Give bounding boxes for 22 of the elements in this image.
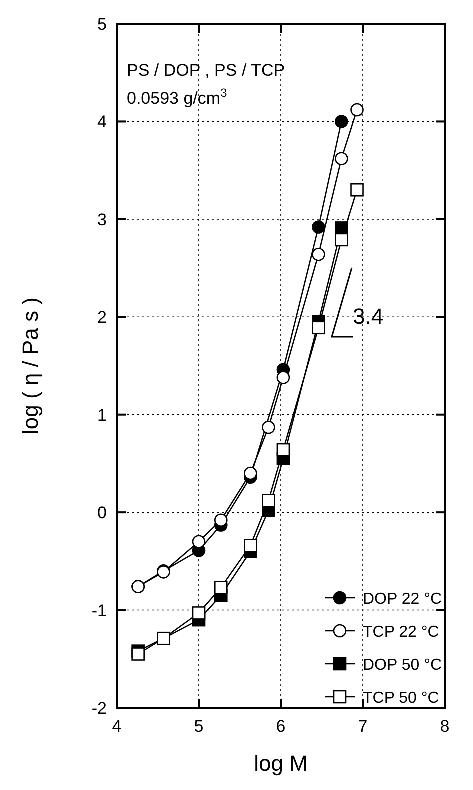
x-tick-label: 6: [276, 717, 286, 736]
x-tick-label: 5: [194, 717, 204, 736]
y-tick-label: -2: [92, 699, 107, 718]
y-tick-label: 5: [98, 15, 107, 34]
x-tick-label: 7: [358, 717, 368, 736]
y-tick-label: 3: [98, 210, 107, 230]
y-tick-label: 0: [98, 504, 107, 523]
y-tick-label: 2: [98, 308, 107, 328]
x-tick-label: 8: [440, 717, 450, 736]
y-axis-title: log ( η / Pa s ): [18, 298, 43, 434]
y-tick-label: 1: [98, 406, 107, 425]
legend-label: DOP 50 °C: [363, 657, 442, 674]
annotation: PS / DOP , PS / TCP: [127, 61, 286, 80]
annotation: 3.4: [353, 304, 384, 329]
y-tick-label: 4: [98, 112, 107, 132]
y-tick-label: -1: [92, 601, 107, 620]
x-axis-title: log M: [254, 751, 308, 776]
x-tick-label: 4: [112, 717, 122, 736]
annotation: 0.0593 g/cm$^{3}$: [127, 86, 228, 108]
legend-label: DOP 22 °C: [363, 591, 442, 608]
legend-label: TCP 50 °C: [363, 690, 440, 707]
legend-label: TCP 22 °C: [363, 624, 440, 641]
